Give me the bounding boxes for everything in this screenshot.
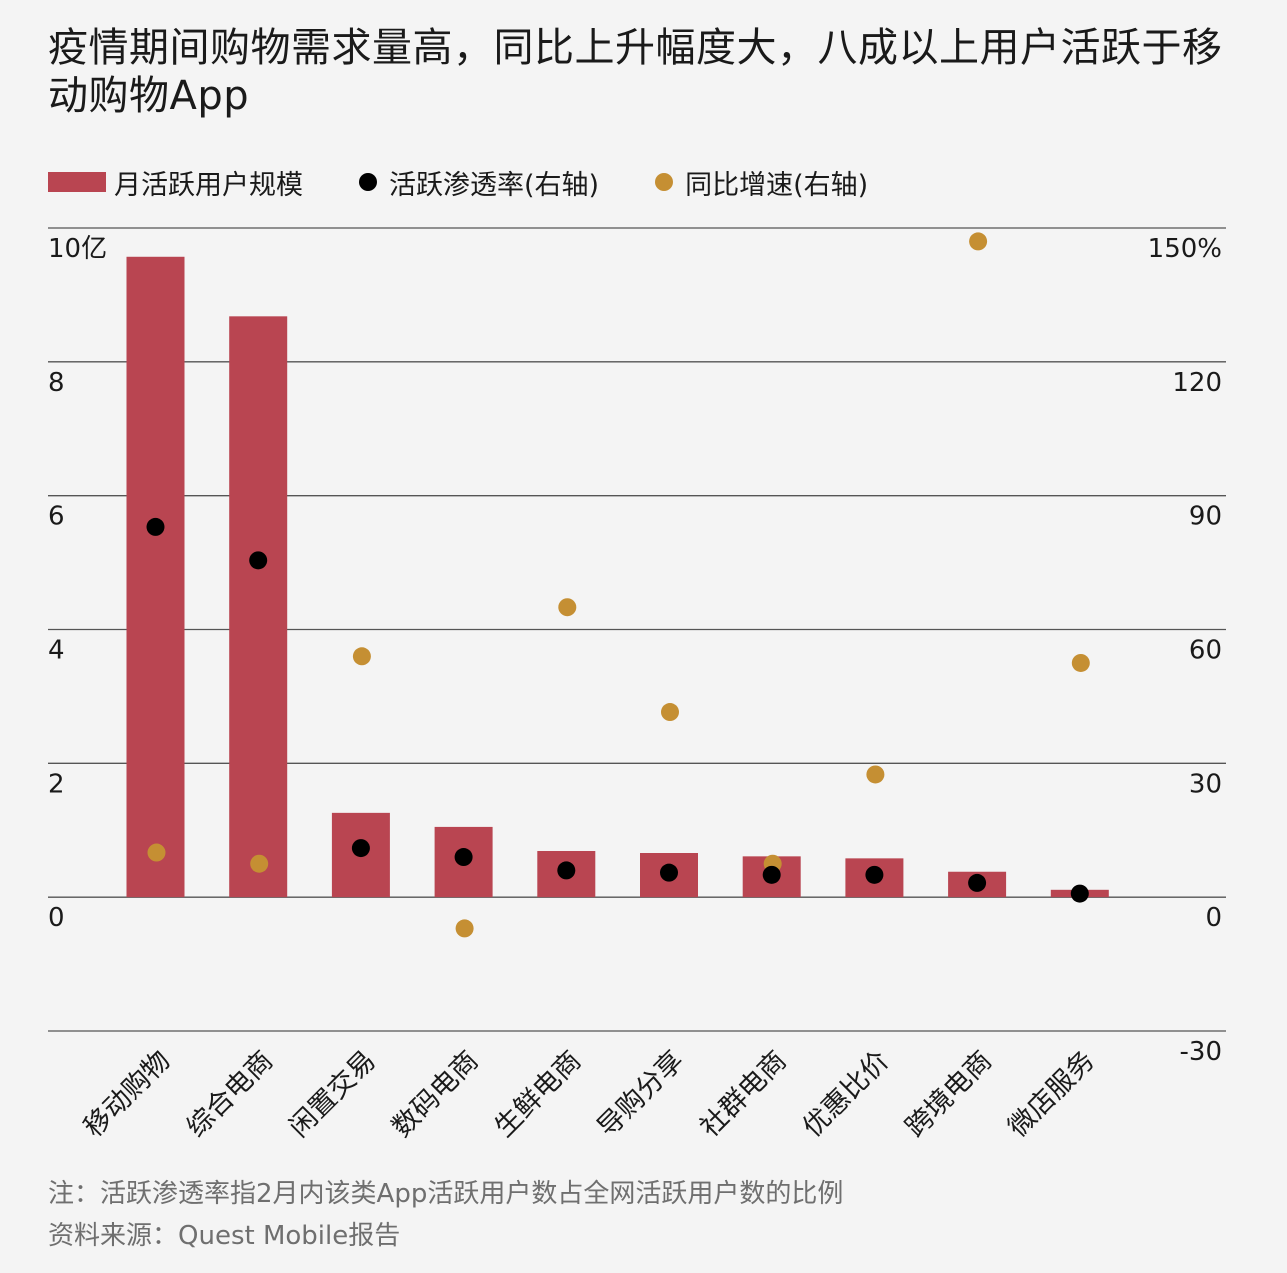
penetration-point — [351, 839, 370, 858]
penetration-point — [762, 865, 781, 884]
category-label: 生鲜电商 — [489, 1045, 587, 1143]
footnote: 注：活跃渗透率指2月内该类App活跃用户数占全网活跃用户数的比例 — [48, 1179, 844, 1209]
penetration-point — [146, 517, 165, 536]
left-tick-label: 2 — [48, 769, 65, 799]
category-label: 优惠比价 — [797, 1045, 895, 1143]
right-tick-label: 0 — [1205, 903, 1222, 933]
growth-point — [250, 854, 269, 873]
legend-label-growth: 同比增速(右轴) — [685, 169, 869, 201]
right-tick-label: 30 — [1189, 769, 1222, 799]
legend-swatch-bar — [48, 172, 106, 192]
legend-dot-penetration — [359, 173, 377, 191]
legend-label-bar: 月活跃用户规模 — [114, 169, 303, 201]
legend-item-penetration: 活跃渗透率(右轴) — [359, 163, 599, 202]
legend-dot-growth — [655, 173, 674, 191]
growth-point — [661, 703, 679, 722]
left-tick-label: 4 — [48, 636, 65, 666]
left-tick-label: 8 — [48, 368, 65, 398]
growth-point — [352, 647, 371, 666]
right-tick-label: -30 — [1180, 1037, 1222, 1067]
legend-item-growth: 同比增速(右轴) — [655, 163, 868, 202]
right-tick-label: 120 — [1172, 368, 1222, 398]
legend-item-bar: 月活跃用户规模 — [48, 163, 303, 202]
chart-title: 疫情期间购物需求量高，同比上升幅度大，八成以上用户活跃于移动购物App — [48, 25, 1223, 119]
bar — [126, 256, 185, 898]
left-tick-label: 10亿 — [48, 234, 107, 264]
right-tick-label: 60 — [1189, 636, 1222, 666]
penetration-point — [1070, 884, 1089, 903]
growth-point — [147, 843, 166, 862]
right-tick-label: 90 — [1189, 502, 1222, 532]
legend: 月活跃用户规模 活跃渗透率(右轴) 同比增速(右轴) — [48, 162, 924, 202]
left-tick-label: 0 — [48, 903, 65, 933]
penetration-point — [968, 873, 987, 892]
category-label: 移动购物 — [78, 1045, 176, 1143]
penetration-point — [557, 861, 576, 880]
category-label: 数码电商 — [386, 1045, 484, 1143]
right-tick-label: 150% — [1148, 234, 1222, 264]
growth-point — [866, 765, 885, 784]
left-tick-label: 6 — [48, 502, 65, 532]
penetration-point — [454, 848, 473, 867]
growth-point — [455, 919, 474, 938]
category-label: 社群电商 — [694, 1045, 792, 1143]
legend-label-penetration: 活跃渗透率(右轴) — [389, 169, 600, 201]
category-label: 综合电商 — [181, 1045, 279, 1143]
penetration-point — [249, 551, 268, 570]
category-label: 闲置交易 — [284, 1045, 382, 1143]
category-label: 微店服务 — [1002, 1045, 1100, 1143]
growth-point — [1071, 653, 1090, 672]
penetration-point — [660, 863, 678, 882]
category-label: 跨境电商 — [900, 1045, 998, 1143]
category-label: 导购分享 — [592, 1045, 690, 1143]
source-note: 资料来源：Quest Mobile报告 — [48, 1221, 401, 1251]
penetration-point — [865, 865, 884, 884]
growth-point — [558, 598, 577, 617]
bar — [229, 316, 288, 898]
growth-point — [969, 232, 988, 251]
